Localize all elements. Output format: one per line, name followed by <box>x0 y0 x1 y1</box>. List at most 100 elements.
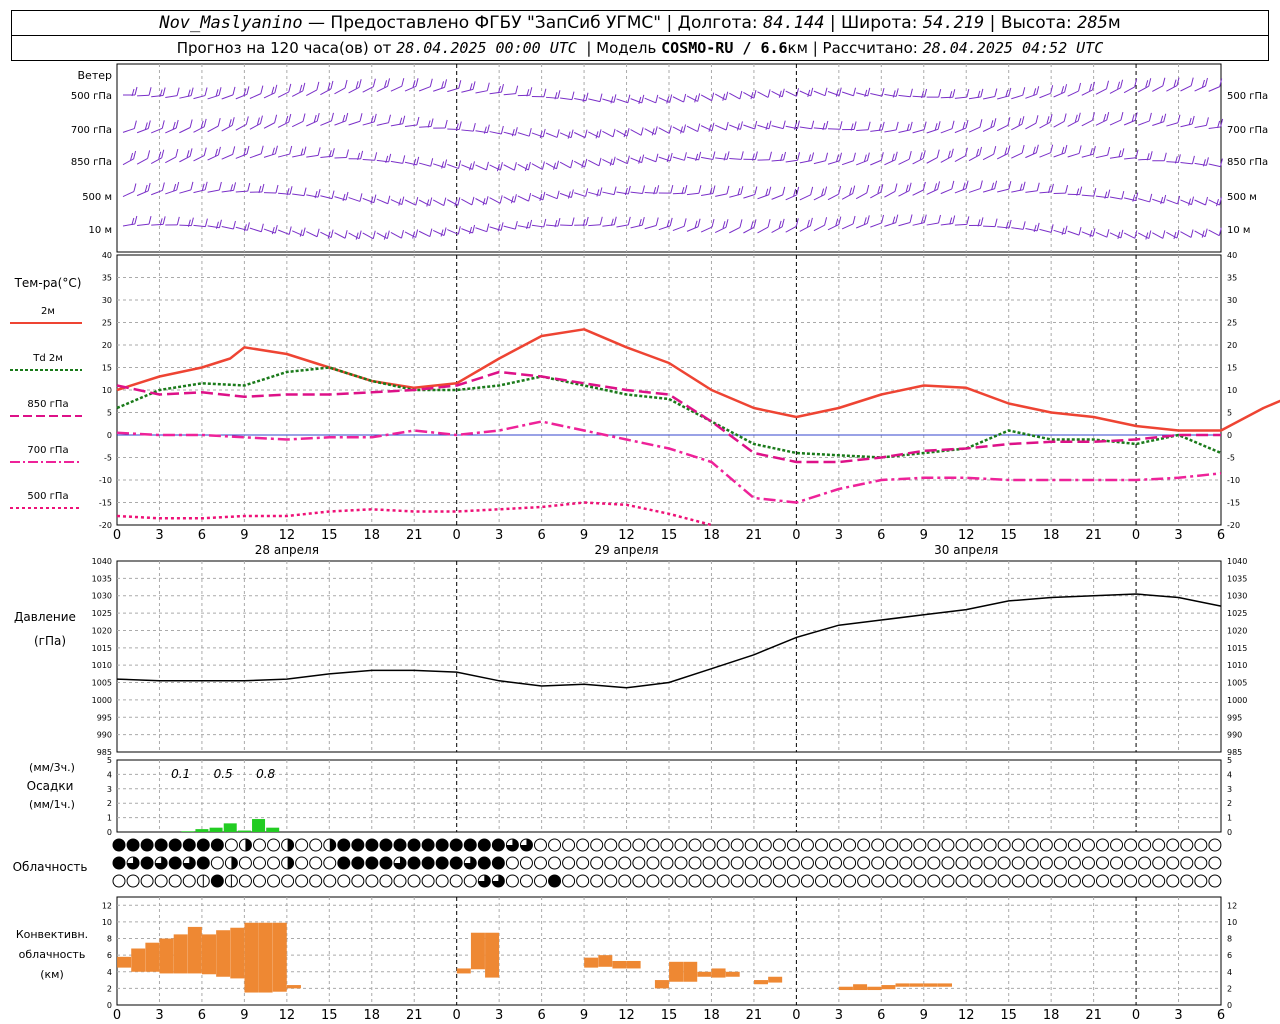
wind-barb-feather <box>1021 144 1025 154</box>
cloud-symbol <box>604 856 618 870</box>
precip-tick-right: 4 <box>1227 770 1232 779</box>
wind-barb-feather <box>768 186 772 195</box>
cloud-symbol <box>983 838 997 852</box>
wind-barb-feather <box>806 219 810 227</box>
wind-barb-feather <box>726 151 730 160</box>
wind-barb-feather <box>951 120 955 129</box>
wind-barb <box>982 188 995 193</box>
wind-barb-feather <box>923 214 927 223</box>
wind-barb-feather <box>217 146 221 156</box>
wind-barb <box>884 93 897 97</box>
cloud-symbol <box>1081 856 1095 870</box>
wind-barb-feather <box>513 162 517 171</box>
wind-barb-feather <box>697 218 701 227</box>
wind-barb-feather <box>246 86 250 95</box>
wind-barb-feather <box>1120 79 1124 88</box>
wind-barb-feather <box>1205 157 1209 166</box>
wind-barb <box>207 225 220 229</box>
wind-barb <box>249 227 262 233</box>
wind-barb <box>968 188 981 193</box>
wind-barb-feather <box>1204 228 1208 237</box>
pressure-tick-left: 985 <box>97 748 112 757</box>
cloud-symbol <box>772 838 786 852</box>
wind-barb-feather <box>482 198 486 206</box>
day-label: 28 апреля <box>255 543 319 557</box>
precip-accumulation: 0.1 <box>171 767 190 781</box>
wind-barb <box>715 157 728 160</box>
conv-bar <box>895 983 910 987</box>
cloud-symbol <box>702 856 716 870</box>
cloud-symbol-fill <box>464 857 477 870</box>
wind-barb <box>292 154 305 158</box>
wind-barb <box>856 160 868 166</box>
wind-barb <box>870 159 882 166</box>
wind-barb-feather <box>751 153 755 161</box>
wind-barb-feather <box>1089 83 1093 92</box>
wind-barb-feather <box>1148 112 1152 122</box>
wind-barb-feather <box>387 195 391 204</box>
precip-tick-left: 0 <box>107 828 112 837</box>
cloud-symbol-fill <box>287 857 294 869</box>
wind-barb <box>1208 229 1220 237</box>
hour-tick: 18 <box>363 528 380 543</box>
hour-tick: 12 <box>279 528 296 543</box>
wind-barb-feather <box>1204 77 1208 87</box>
cloud-symbol <box>885 838 899 852</box>
hour-tick-bottom: 21 <box>406 1008 423 1023</box>
wind-barb-feather <box>203 118 207 127</box>
hour-tick-bottom: 3 <box>1174 1008 1182 1023</box>
wind-barb-feather <box>923 121 927 130</box>
wind-barb-feather <box>299 229 303 237</box>
precip-tick-left: 2 <box>107 799 112 808</box>
cloud-symbol-fill <box>155 857 168 870</box>
hour-tick-bottom: 6 <box>1217 1008 1225 1023</box>
cloud-symbol <box>112 838 126 852</box>
hour-tick-bottom: 3 <box>495 1008 503 1023</box>
cloud-symbol <box>1096 856 1109 870</box>
wind-barb-feather <box>1201 79 1205 88</box>
cloud-symbol <box>126 874 140 888</box>
wind-barb-feather <box>655 217 659 226</box>
cloud-symbol <box>1011 856 1025 870</box>
temp-tick-left: -20 <box>99 521 112 530</box>
cloud-symbol <box>871 874 885 888</box>
wind-barb <box>1208 86 1220 92</box>
wind-barb <box>404 85 417 92</box>
wind-barb <box>1194 230 1206 238</box>
wind-barb <box>1123 197 1136 202</box>
wind-barb-feather <box>781 218 785 227</box>
wind-barb-feather <box>499 162 503 171</box>
wind-barb <box>954 127 967 134</box>
wind-barb-feather <box>669 217 673 227</box>
wind-barb-feather <box>485 161 489 171</box>
conv-bar <box>923 983 938 987</box>
cloud-symbol <box>1152 838 1166 852</box>
wind-barb <box>165 189 177 195</box>
wind-barb <box>1180 231 1192 238</box>
wind-barb-feather <box>666 219 670 228</box>
wind-barb-feather <box>852 185 856 194</box>
cloud-symbol-fill <box>287 839 294 851</box>
wind-barb-feather <box>697 123 701 132</box>
wind-barb <box>263 153 276 158</box>
wind-barb-feather <box>1163 194 1167 204</box>
wind-barb <box>475 90 488 94</box>
cloud-symbol <box>1180 874 1194 888</box>
cloud-symbol <box>337 856 351 870</box>
pressure-tick-right: 1000 <box>1227 696 1247 705</box>
wind-barb-feather <box>964 147 968 156</box>
wind-barb <box>898 94 911 98</box>
hour-tick-bottom: 0 <box>792 1008 800 1023</box>
cloud-symbol <box>927 874 941 888</box>
wind-barb-feather <box>905 184 909 192</box>
wind-barb-feather <box>528 192 532 202</box>
wind-barb-feather <box>641 94 645 104</box>
conv-bar <box>909 983 924 987</box>
wind-barb <box>447 128 460 131</box>
wind-barb-feather <box>200 120 204 129</box>
wind-barb-feather <box>543 88 547 97</box>
precip-bar <box>223 823 237 832</box>
wind-barb-feather <box>412 231 416 239</box>
cloud-symbol <box>519 856 533 870</box>
wind-barb-feather <box>1118 150 1122 158</box>
